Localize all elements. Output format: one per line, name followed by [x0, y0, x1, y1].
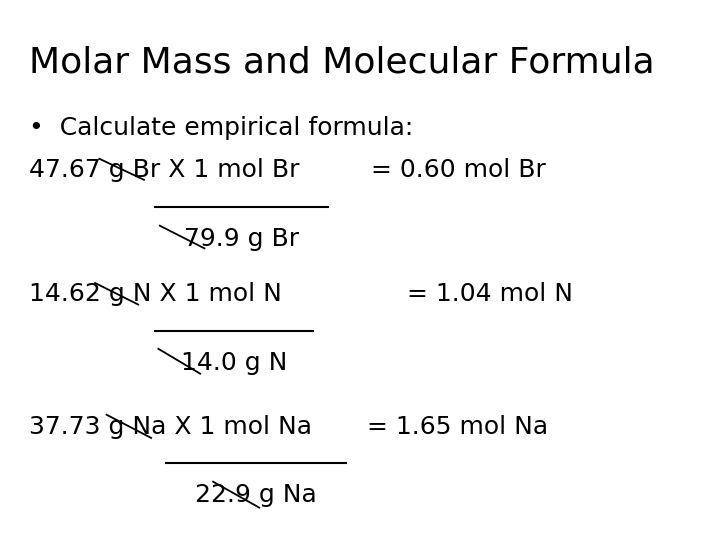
- Text: = 0.60 mol Br: = 0.60 mol Br: [371, 158, 546, 182]
- Text: 47.67 g Br X 1 mol Br: 47.67 g Br X 1 mol Br: [29, 158, 300, 182]
- Text: 37.73 g Na X 1 mol Na: 37.73 g Na X 1 mol Na: [29, 415, 312, 438]
- Text: •  Calculate empirical formula:: • Calculate empirical formula:: [29, 116, 413, 140]
- Text: = 1.65 mol Na: = 1.65 mol Na: [367, 415, 549, 438]
- Text: 22.9 g Na: 22.9 g Na: [194, 483, 317, 507]
- Text: 14.62 g N X 1 mol N: 14.62 g N X 1 mol N: [29, 282, 282, 306]
- Text: 79.9 g Br: 79.9 g Br: [184, 227, 299, 251]
- Text: 14.0 g N: 14.0 g N: [181, 351, 287, 375]
- Text: = 1.04 mol N: = 1.04 mol N: [407, 282, 573, 306]
- Text: Molar Mass and Molecular Formula: Molar Mass and Molecular Formula: [29, 46, 654, 80]
